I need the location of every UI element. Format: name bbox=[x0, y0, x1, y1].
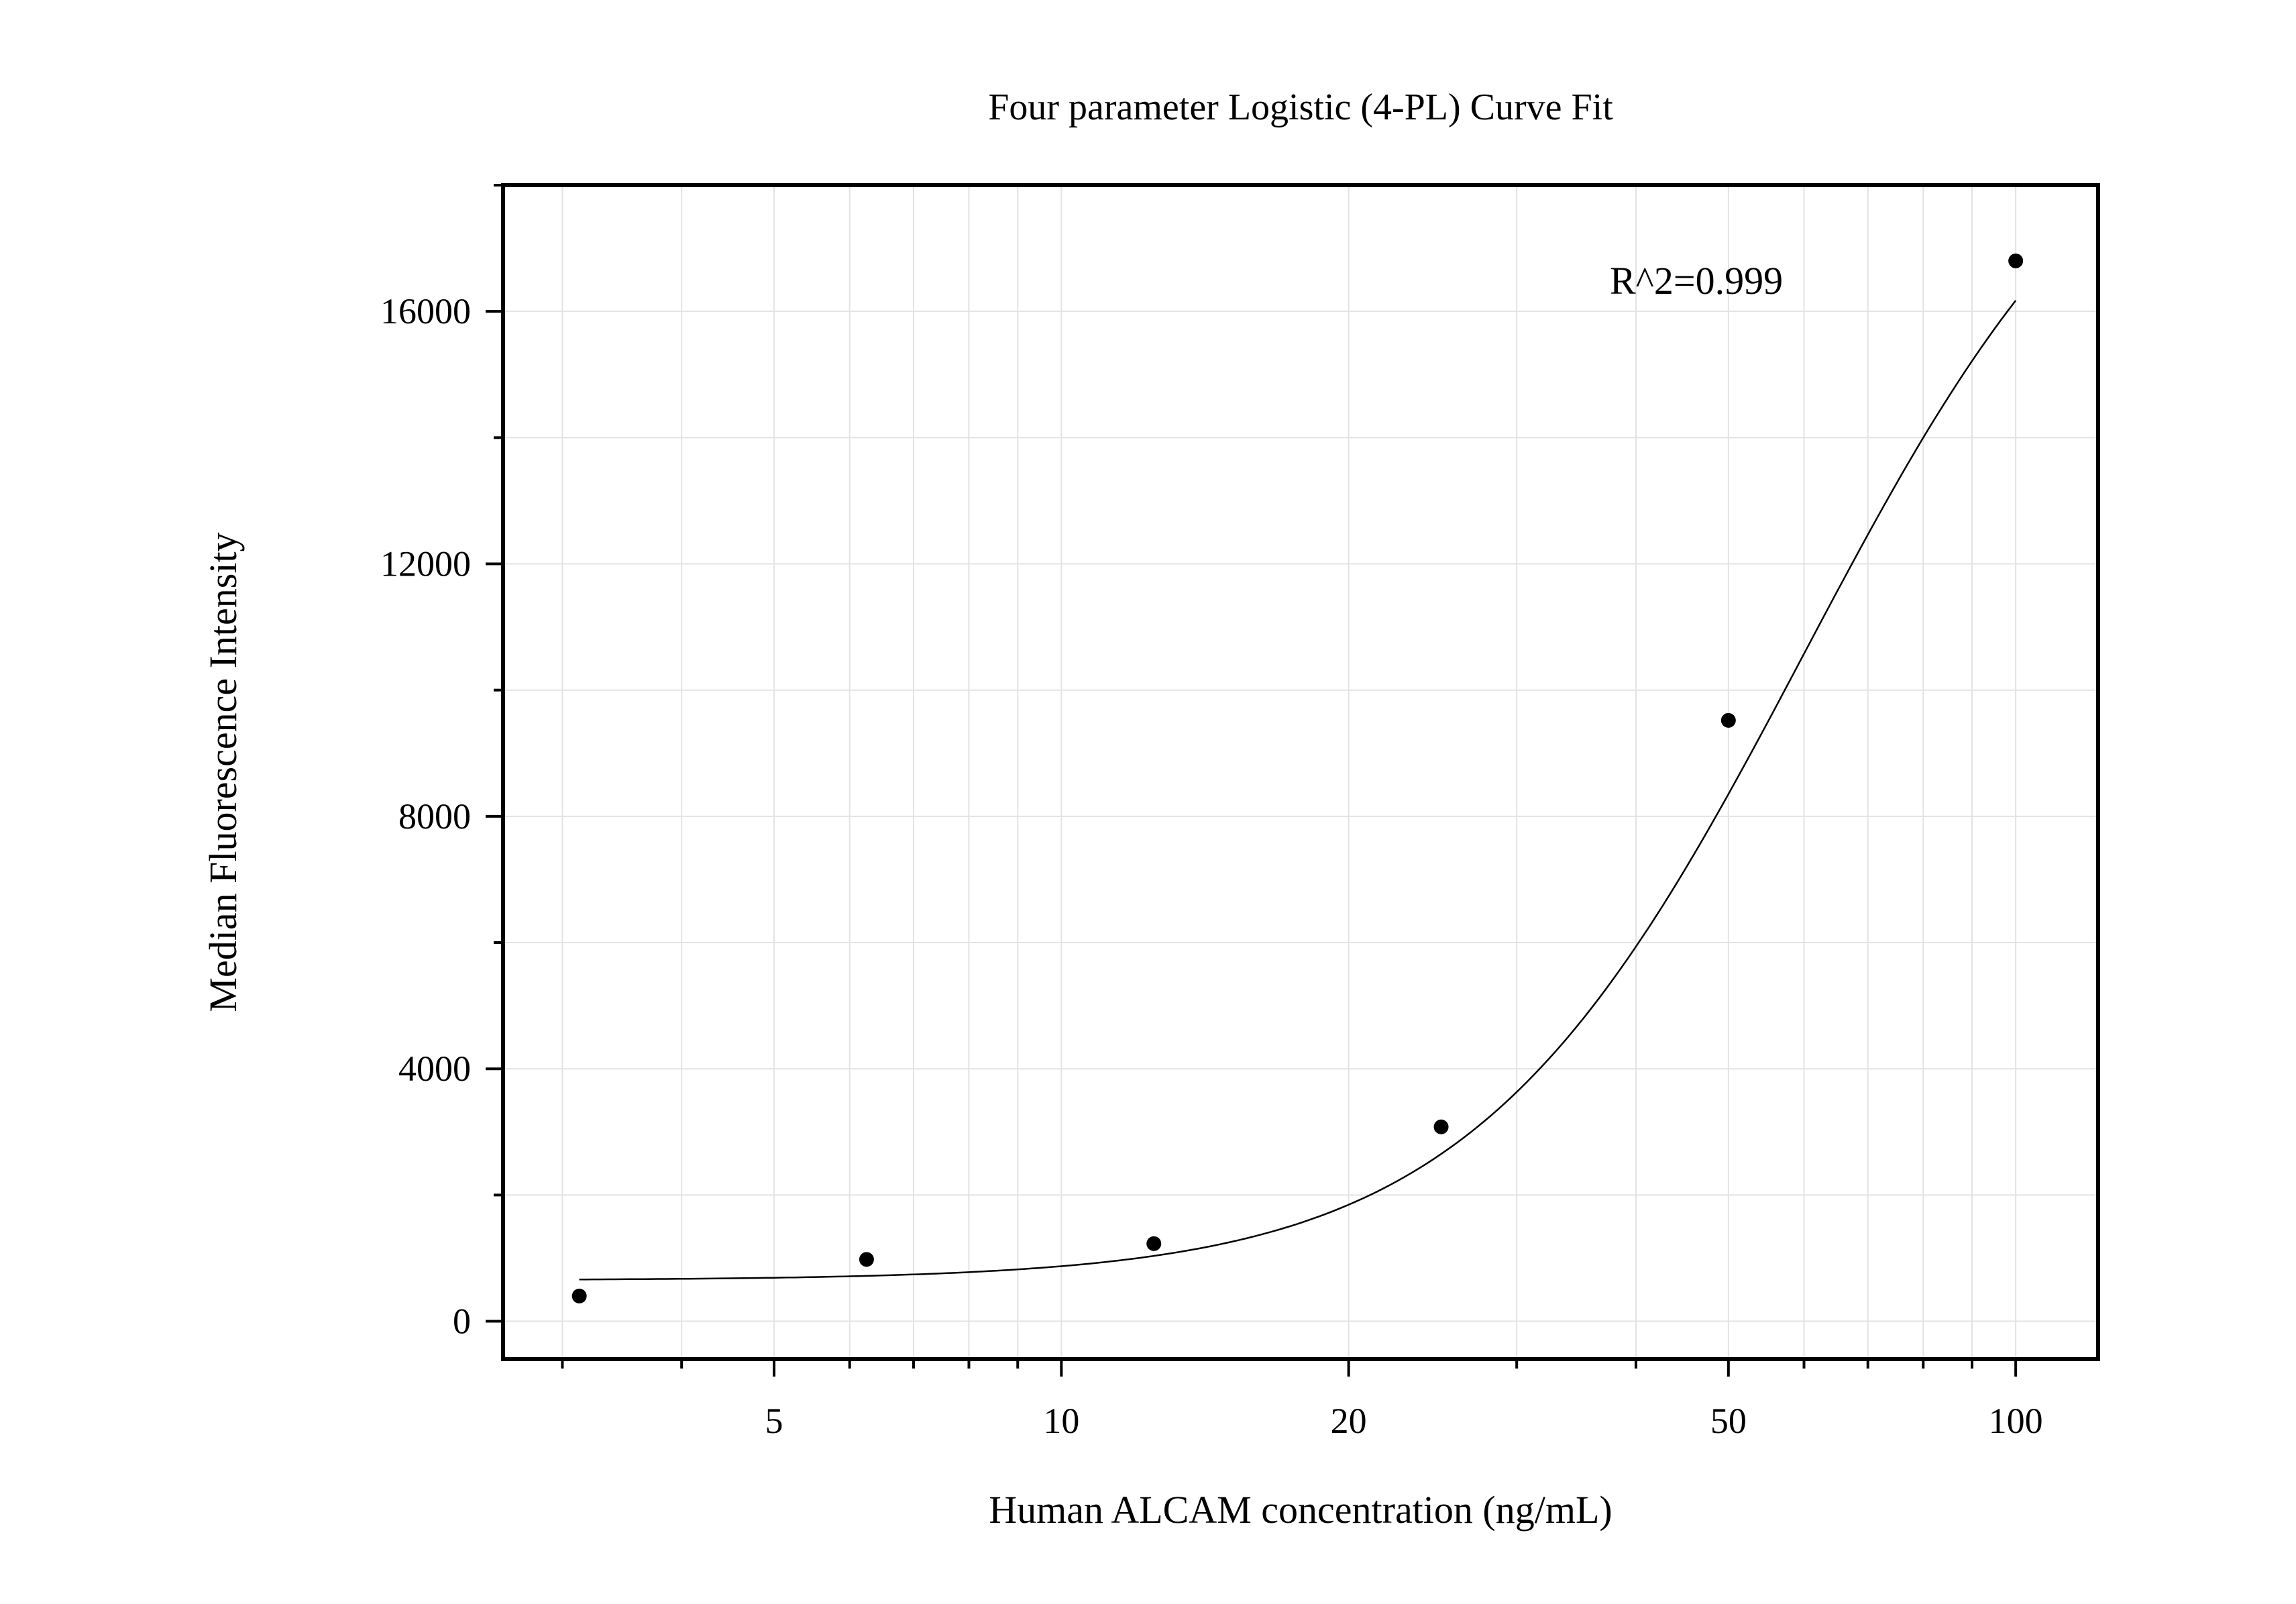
y-tick-label: 12000 bbox=[380, 544, 471, 584]
data-point bbox=[1720, 712, 1736, 728]
y-tick-label: 0 bbox=[453, 1301, 471, 1342]
fit-curve bbox=[579, 300, 2017, 1281]
y-tick-label: 16000 bbox=[380, 291, 471, 331]
data-point bbox=[1146, 1236, 1162, 1251]
x-tick-label: 50 bbox=[1710, 1401, 1747, 1441]
data-point bbox=[1433, 1119, 1449, 1134]
y-axis-label: Median Fluorescence Intensity bbox=[201, 532, 245, 1012]
x-tick-label: 20 bbox=[1331, 1401, 1367, 1441]
chart-title: Four parameter Logistic (4-PL) Curve Fit bbox=[988, 87, 1613, 128]
y-tick-label: 4000 bbox=[398, 1049, 471, 1089]
data-point bbox=[859, 1252, 874, 1267]
data-point bbox=[571, 1288, 587, 1303]
grid bbox=[503, 184, 2098, 1359]
plot-frame bbox=[501, 183, 2100, 1361]
data-points bbox=[571, 253, 2024, 1303]
r-squared-annotation: R^2=0.999 bbox=[1610, 259, 1783, 303]
x-axis-label: Human ALCAM concentration (ng/mL) bbox=[989, 1488, 1612, 1532]
data-point bbox=[2008, 253, 2024, 268]
y-tick-label: 8000 bbox=[398, 796, 471, 837]
x-tick-label: 100 bbox=[1989, 1401, 2043, 1441]
x-tick-label: 10 bbox=[1043, 1401, 1079, 1441]
x-tick-label: 5 bbox=[765, 1401, 783, 1441]
x-axis-ticks: 5 10 20 50 100 bbox=[561, 1359, 2043, 1441]
y-axis-ticks: 0 4000 8000 12000 16000 bbox=[380, 184, 503, 1342]
